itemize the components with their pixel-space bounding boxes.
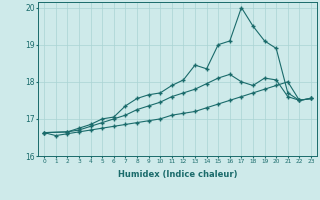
X-axis label: Humidex (Indice chaleur): Humidex (Indice chaleur) [118,170,237,179]
